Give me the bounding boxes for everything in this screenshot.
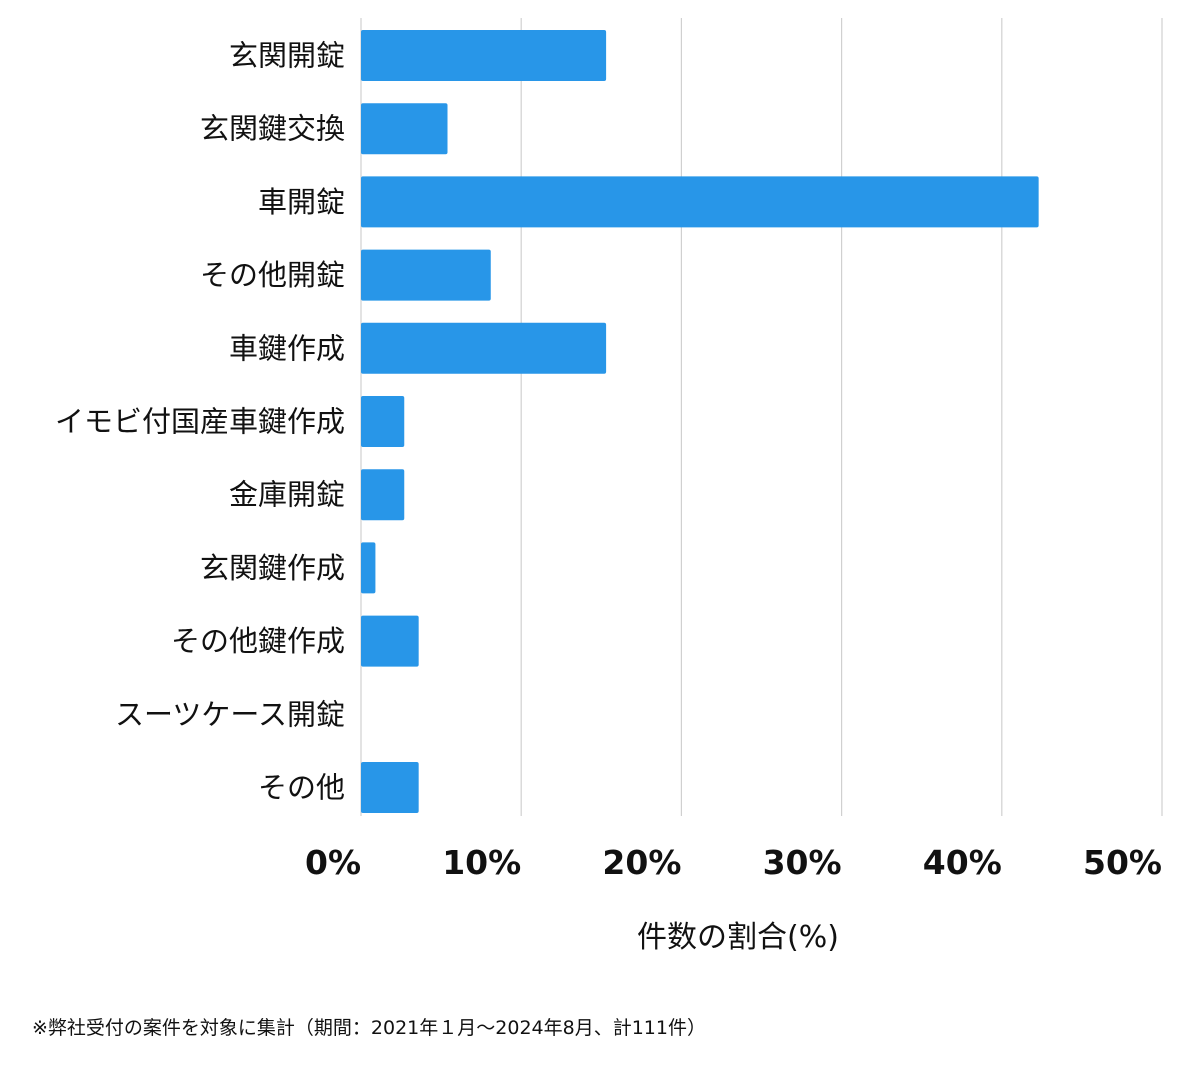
bar-6 — [361, 469, 405, 521]
footnote: ※弊社受付の案件を対象に集計（期間：2021年１月〜2024年8月、計111件） — [32, 1017, 706, 1039]
grid-lines — [360, 18, 1163, 816]
bar-10 — [361, 762, 419, 813]
bar-5 — [361, 396, 405, 447]
bar-7 — [361, 542, 376, 594]
bar-0 — [361, 30, 607, 81]
category-label-2: 車開錠 — [258, 185, 345, 219]
tick-labels: 0% 10% 20% 30% 40% 50% — [305, 843, 1162, 882]
category-label-9: スーツケース開錠 — [115, 697, 345, 731]
category-label-3: その他開錠 — [200, 258, 345, 292]
category-label-6: 金庫開錠 — [229, 478, 345, 512]
category-label-8: その他鍵作成 — [171, 624, 345, 658]
tick-label-0: 0% — [305, 843, 361, 882]
bar-4 — [361, 322, 607, 374]
category-label-5: イモビ付国産車鍵作成 — [55, 405, 345, 439]
bars — [361, 30, 1039, 813]
bar-chart: 玄関開錠玄関鍵交換車開錠その他開錠車鍵作成イモビ付国産車鍵作成金庫開錠玄関鍵作成… — [55, 18, 1163, 955]
category-label-7: 玄関鍵作成 — [200, 551, 345, 585]
bar-3 — [361, 249, 491, 301]
category-label-1: 玄関鍵交換 — [200, 112, 345, 146]
tick-label-40: 40% — [923, 843, 1002, 882]
tick-label-10: 10% — [442, 843, 521, 882]
bar-1 — [361, 103, 448, 155]
category-label-4: 車鍵作成 — [229, 331, 345, 365]
category-labels: 玄関開錠玄関鍵交換車開錠その他開錠車鍵作成イモビ付国産車鍵作成金庫開錠玄関鍵作成… — [55, 39, 345, 805]
category-label-0: 玄関開錠 — [229, 39, 345, 73]
tick-label-30: 30% — [763, 843, 842, 882]
category-label-10: その他 — [258, 771, 345, 805]
bar-2 — [361, 176, 1039, 228]
x-axis-title: 件数の割合(%) — [637, 920, 839, 955]
bar-8 — [361, 615, 419, 667]
tick-label-20: 20% — [602, 843, 681, 882]
tick-label-50: 50% — [1083, 843, 1162, 882]
